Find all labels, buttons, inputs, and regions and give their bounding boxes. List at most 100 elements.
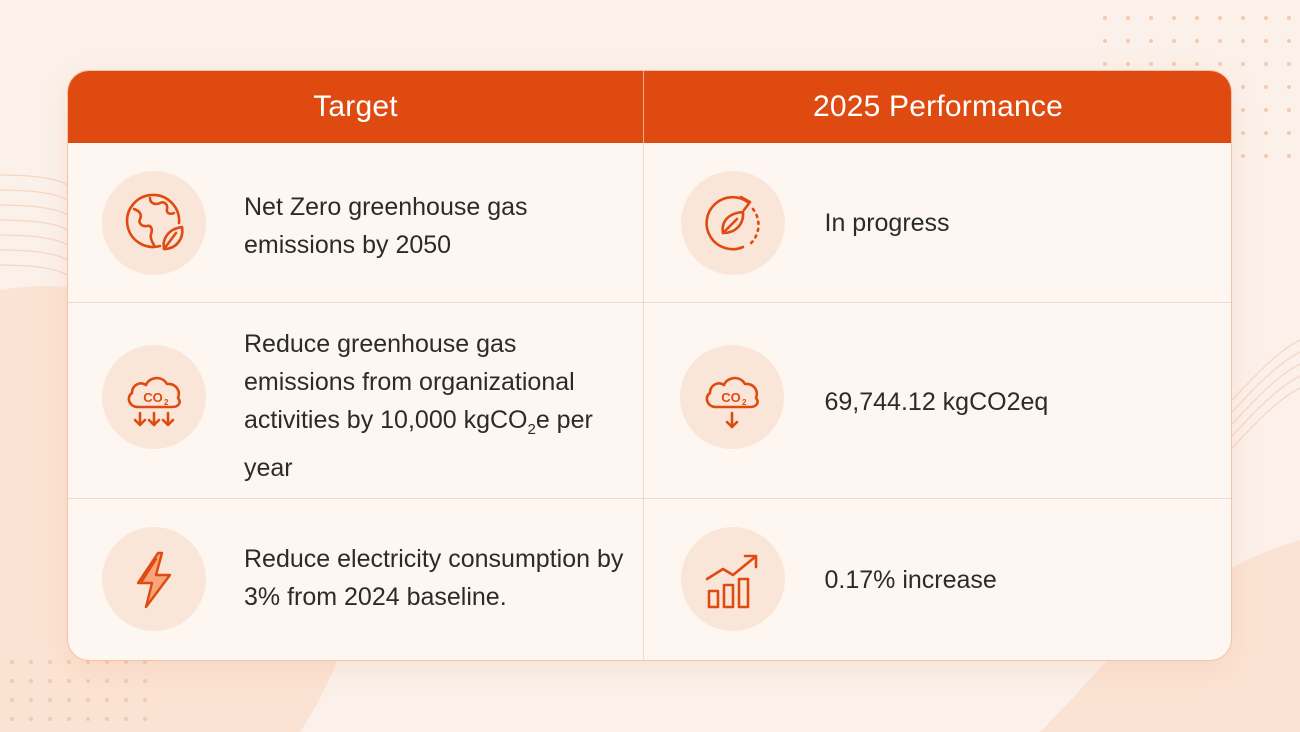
decor-dot (1149, 62, 1153, 66)
decor-dot (1241, 131, 1245, 135)
table-row: Net Zero greenhouse gas emissions by 205… (68, 143, 1231, 302)
decor-dot (67, 698, 71, 702)
decor-dot (1103, 39, 1107, 43)
performance-text: 0.17% increase (824, 566, 997, 594)
decor-dot (1149, 39, 1153, 43)
target-text: Reduce electricity consumption by 3% fro… (244, 545, 624, 611)
decor-dot (67, 660, 71, 664)
decor-dot (29, 698, 33, 702)
co2-icon-subscript: 2 (164, 398, 169, 407)
decor-dot (10, 679, 14, 683)
decor-dot (124, 679, 128, 683)
decor-dot (1241, 108, 1245, 112)
decor-dot (1218, 16, 1222, 20)
performance-text: In progress (824, 209, 950, 237)
decor-dot (1287, 108, 1291, 112)
co2-cloud-down-arrow-icon: CO 2 (679, 345, 784, 449)
target-text: Net Zero greenhouse gas emissions by 205… (244, 193, 528, 259)
decor-dot (1126, 16, 1130, 20)
decor-dot (48, 679, 52, 683)
decor-dot (67, 679, 71, 683)
decor-dot (48, 660, 52, 664)
decor-dot (86, 698, 90, 702)
decor-dot (1287, 62, 1291, 66)
decor-dot (1172, 62, 1176, 66)
decor-dot (105, 717, 109, 721)
decor-dot (1287, 154, 1291, 158)
table-header: Target 2025 Performance (68, 71, 1231, 143)
decor-dot (29, 717, 33, 721)
decor-dot (105, 679, 109, 683)
decor-dot (67, 717, 71, 721)
decor-dot (1103, 62, 1107, 66)
decor-dot (48, 698, 52, 702)
decor-dot (1241, 85, 1245, 89)
column-header-performance: 2025 Performance (812, 90, 1063, 123)
column-header-target: Target (68, 71, 644, 143)
lightning-bolt-icon (102, 527, 206, 631)
decor-dot (1241, 39, 1245, 43)
bar-chart-trend-up-icon (680, 527, 785, 631)
decor-dot (29, 660, 33, 664)
decor-dot (10, 660, 14, 664)
decor-dot (143, 698, 147, 702)
target-cell: Reduce electricity consumption by 3% fro… (68, 499, 644, 660)
decor-dot (1264, 39, 1268, 43)
decor-dot (1287, 131, 1291, 135)
decor-dot (1195, 16, 1199, 20)
decor-dot (1149, 16, 1153, 20)
decor-dot (86, 660, 90, 664)
decor-dot (1126, 62, 1130, 66)
leaf-cycle-icon (680, 171, 785, 275)
decor-dot (124, 660, 128, 664)
target-text-main: Reduce greenhouse gas emissions from org… (244, 330, 575, 434)
co2-cloud-down-arrows-icon: CO 2 (102, 345, 206, 449)
performance-cell: In progress (644, 143, 1232, 302)
decor-dot (105, 660, 109, 664)
table-row: CO 2 Reduce greenhouse gas emissions fro… (68, 302, 1231, 499)
performance-text: 69,744.12 kgCO2eq (824, 388, 1049, 416)
decor-dot (1195, 62, 1199, 66)
decor-dot (1241, 154, 1245, 158)
decor-dot (1172, 39, 1176, 43)
co2-icon-subscript: 2 (742, 398, 747, 407)
decor-dot (105, 698, 109, 702)
decor-dot (1264, 16, 1268, 20)
globe-leaf-icon (102, 171, 206, 275)
target-text-subscript: 2 (527, 421, 536, 438)
table-row: Reduce electricity consumption by 3% fro… (68, 498, 1232, 660)
decor-dot (1195, 39, 1199, 43)
decor-dot (143, 660, 147, 664)
decor-dot (124, 717, 128, 721)
decor-dot (29, 679, 33, 683)
targets-table: Target 2025 Performance Net Zero greenho… (67, 70, 1232, 661)
performance-cell: CO 2 69,744.12 kgCO2eq (644, 303, 1232, 499)
decor-dot (10, 698, 14, 702)
decor-dot (48, 717, 52, 721)
decor-dot (1241, 16, 1245, 20)
decor-dot (1103, 16, 1107, 20)
decor-dot (1241, 62, 1245, 66)
decor-dot (1264, 131, 1268, 135)
decor-dot (10, 717, 14, 721)
target-cell: Net Zero greenhouse gas emissions by 205… (68, 143, 644, 302)
co2-icon-label: CO (721, 390, 741, 405)
decor-dot (1264, 85, 1268, 89)
decor-dot (1264, 108, 1268, 112)
co2-icon-label: CO (143, 390, 163, 405)
decor-dot (1264, 154, 1268, 158)
target-text: Reduce greenhouse gas emissions from org… (244, 325, 604, 487)
decor-dot (86, 679, 90, 683)
decor-dot (1218, 39, 1222, 43)
decor-dot (124, 698, 128, 702)
decor-dot (1287, 85, 1291, 89)
decor-dot (1264, 62, 1268, 66)
decor-dot (1172, 16, 1176, 20)
decor-dot (1126, 39, 1130, 43)
decor-dot (1287, 16, 1291, 20)
decor-dot (143, 679, 147, 683)
performance-cell: 0.17% increase (644, 499, 1232, 660)
decor-dot (1218, 62, 1222, 66)
decor-dot (86, 717, 90, 721)
target-text-suffix: e per year (244, 406, 593, 482)
